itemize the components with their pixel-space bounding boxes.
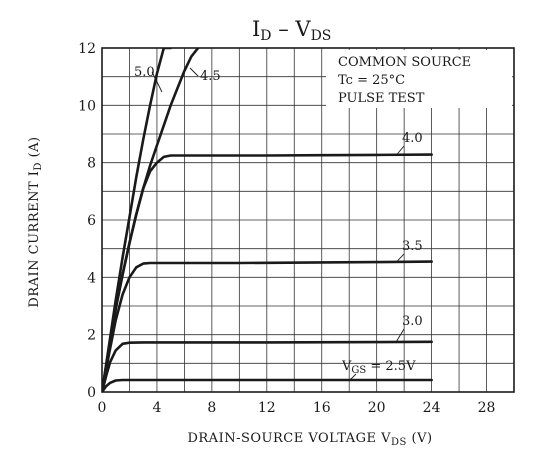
curve-label: 3.0 [402,314,423,329]
x-axis-label: DRAIN-SOURCE VOLTAGE VDS (V) [187,431,432,448]
x-tick-label: 4 [152,400,161,416]
y-tick-label: 4 [87,270,96,286]
chart-title: ID – VDS [252,17,331,44]
note-pulse-test: PULSE TEST [338,91,425,106]
leader-line [395,145,405,156]
y-tick-label: 6 [87,213,96,229]
x-tick-label: 16 [313,400,331,416]
leader-line [151,71,163,93]
curve-vgs-3 [102,260,433,392]
leader-line [349,373,357,381]
curve-vgs-4 [102,340,433,392]
note-tc: Tc = 25°C [338,73,405,88]
note-box [326,50,512,108]
y-tick-label: 8 [87,156,96,172]
curve-labels: 5.0 4.5 4.0 3.5 3.0 VGS = 2.5V [134,65,423,381]
curves-group [102,48,433,392]
curve-vgs-5 [102,378,433,392]
x-tick-label: 8 [207,400,216,416]
leader-line [189,67,199,77]
curve-label-vgs: VGS = 2.5V [341,359,416,376]
curve-label: 4.0 [402,131,423,146]
note-common-source: COMMON SOURCE [338,55,471,70]
x-tick-label: 20 [368,400,386,416]
x-tick-label: 0 [98,400,107,416]
leader-line [395,253,405,263]
curve-label: 3.5 [402,239,423,254]
plot-frame [101,47,515,393]
leader-line [395,328,405,343]
x-tick-label: 24 [423,400,441,416]
x-tick-label: 28 [478,400,496,416]
curve-label: 5.0 [134,65,155,80]
curve-vgs-2 [102,153,433,392]
x-tick-label: 12 [258,400,276,416]
y-tick-label: 12 [78,41,96,57]
y-tick-label: 10 [78,98,96,114]
curve-label: 4.5 [200,69,221,84]
y-tick-label: 0 [87,385,96,401]
y-tick-label: 2 [87,328,96,344]
notes-group: COMMON SOURCE Tc = 25°C PULSE TEST [338,55,471,106]
y-axis-label: DRAIN CURRENT ID (A) [27,136,44,307]
